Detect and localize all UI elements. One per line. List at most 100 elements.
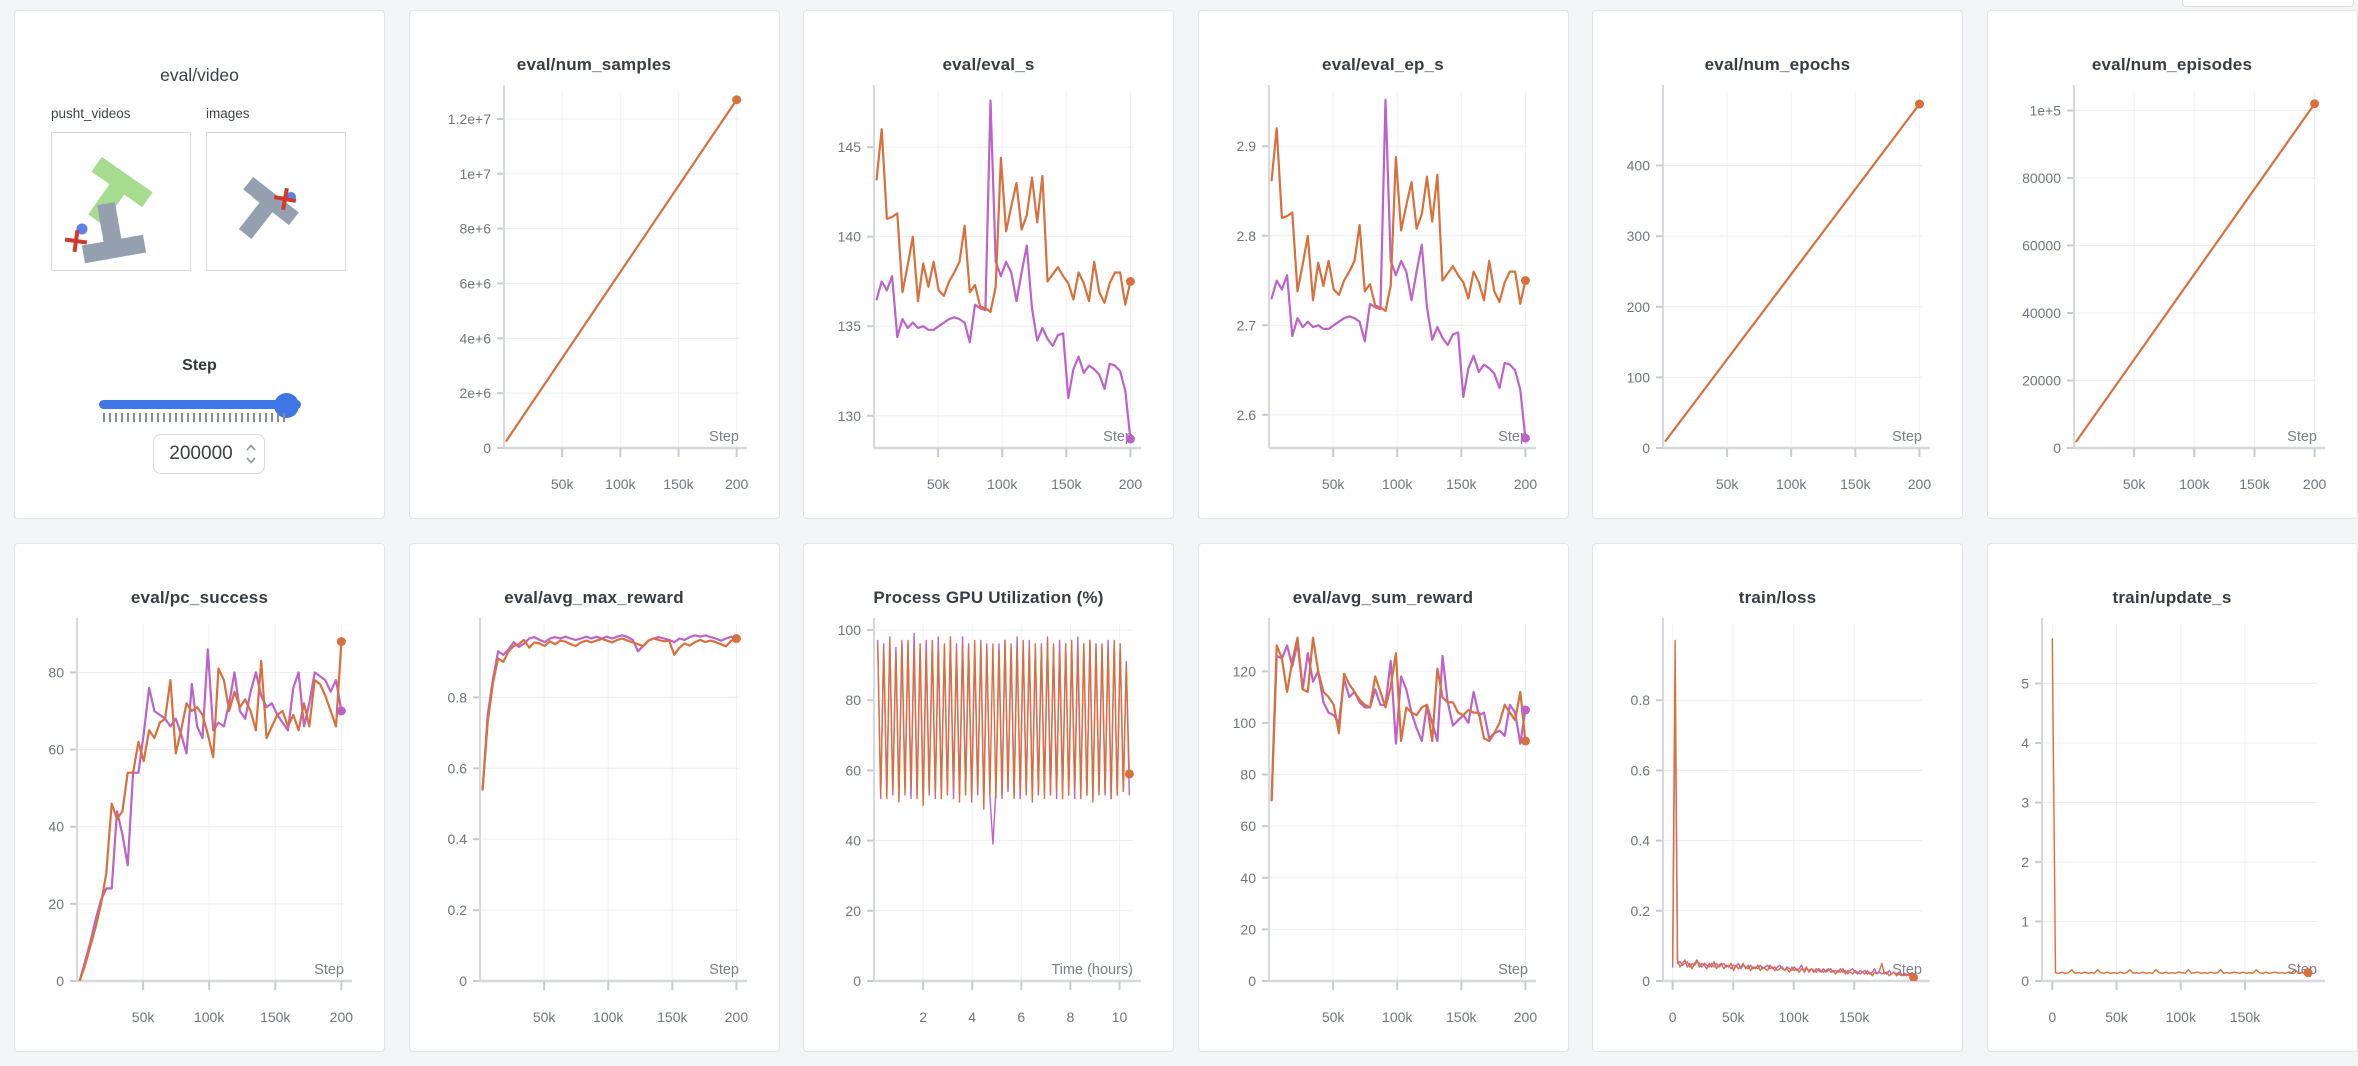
target-cross-icon bbox=[273, 187, 297, 211]
step-slider[interactable] bbox=[99, 400, 301, 409]
svg-text:200: 200 bbox=[330, 1009, 354, 1025]
chart-canvas-train-update-s[interactable]: 0 1 2 3 4 5 0 50k 100k 150k Step bbox=[1988, 544, 2357, 1051]
svg-text:135: 135 bbox=[838, 318, 862, 334]
chart-canvas-eval-avg-max-reward[interactable]: 0 0.2 0.4 0.6 0.8 50k 100k 150k 200 Step bbox=[410, 544, 779, 1051]
video-panel-title: eval/video bbox=[160, 65, 239, 85]
svg-text:200: 200 bbox=[1119, 476, 1143, 492]
gray-t-block bbox=[81, 202, 147, 264]
chart-title: train/update_s bbox=[2112, 588, 2232, 607]
svg-text:200: 200 bbox=[724, 476, 748, 492]
svg-text:0.2: 0.2 bbox=[1631, 903, 1651, 919]
svg-text:6e+6: 6e+6 bbox=[459, 275, 491, 291]
svg-text:50k: 50k bbox=[550, 476, 574, 492]
svg-text:20: 20 bbox=[845, 903, 861, 919]
panel-eval-eval-s: 130 135 140 145 50k 100k 150k 200 Step eval/eval… bbox=[803, 10, 1174, 519]
svg-text:2.9: 2.9 bbox=[1236, 138, 1256, 154]
chart-canvas-eval-avg-sum-reward[interactable]: 0 20 40 60 80 100 120 50k 100k 150k 200 Step bbox=[1199, 544, 1568, 1051]
images-frame bbox=[238, 176, 299, 240]
svg-text:150k: 150k bbox=[2239, 476, 2270, 492]
svg-text:200: 200 bbox=[1513, 1009, 1537, 1025]
svg-text:0.8: 0.8 bbox=[1631, 692, 1651, 708]
svg-text:8: 8 bbox=[1066, 1009, 1074, 1025]
chart-canvas-eval-num-episodes[interactable]: 0 20000 40000 60000 80000 1e+5 50k 100k 150k 200 S… bbox=[1988, 11, 2357, 518]
svg-text:Step: Step bbox=[1103, 429, 1133, 445]
svg-text:50k: 50k bbox=[1716, 476, 1740, 492]
media-thumbnail-images[interactable] bbox=[206, 132, 346, 271]
target-cross-icon bbox=[64, 229, 88, 253]
svg-text:80000: 80000 bbox=[2022, 170, 2061, 186]
svg-text:50k: 50k bbox=[927, 476, 951, 492]
chart-canvas-process-gpu-utilization[interactable]: 0 20 40 60 80 100 2 4 6 8 10 Time (hours) bbox=[804, 544, 1173, 1051]
svg-text:0.2: 0.2 bbox=[447, 902, 467, 918]
svg-text:200: 200 bbox=[2302, 476, 2326, 492]
svg-text:0.4: 0.4 bbox=[1631, 833, 1651, 849]
chevron-down-icon[interactable] bbox=[246, 457, 256, 464]
svg-text:0.4: 0.4 bbox=[447, 831, 467, 847]
step-input[interactable] bbox=[153, 434, 265, 474]
svg-text:4e+6: 4e+6 bbox=[459, 330, 491, 346]
stepper-icons[interactable] bbox=[246, 443, 256, 465]
svg-text:2: 2 bbox=[2021, 854, 2029, 870]
svg-text:2.8: 2.8 bbox=[1236, 228, 1256, 244]
svg-text:145: 145 bbox=[838, 139, 862, 155]
panel-eval-num-samples: 0 2e+6 4e+6 6e+6 8e+6 1e+7 1.2e+7 50k 100k 150k 20… bbox=[408, 10, 780, 519]
svg-text:Step: Step bbox=[1498, 429, 1528, 445]
svg-text:150k: 150k bbox=[663, 476, 694, 492]
svg-text:0: 0 bbox=[483, 440, 491, 456]
svg-text:Step: Step bbox=[1498, 962, 1528, 978]
svg-text:150k: 150k bbox=[1839, 1009, 1870, 1025]
media-thumbnail-pusht-videos[interactable] bbox=[51, 132, 191, 271]
svg-text:0.6: 0.6 bbox=[447, 760, 467, 776]
svg-text:50k: 50k bbox=[1321, 1009, 1345, 1025]
panel-grid: eval/video pusht_videos images bbox=[14, 10, 2358, 1052]
chart-canvas-eval-num-epochs[interactable]: 0 100 200 300 400 50k 100k 150k 200 Step bbox=[1593, 11, 1962, 518]
svg-text:130: 130 bbox=[838, 408, 862, 424]
gray-t-block bbox=[238, 176, 299, 240]
svg-text:100k: 100k bbox=[593, 1009, 624, 1025]
svg-text:4: 4 bbox=[968, 1009, 976, 1025]
svg-text:200: 200 bbox=[724, 1009, 748, 1025]
panel-eval-eval-ep-s: 2.6 2.7 2.8 2.9 50k 100k 150k 200 Step eval/eval… bbox=[1197, 10, 1569, 519]
svg-text:100k: 100k bbox=[2165, 1009, 2196, 1025]
panel-eval-pc-success: 0 20 40 60 80 50k 100k 150k 200 Step eval/pc_succ… bbox=[14, 543, 385, 1052]
svg-text:100k: 100k bbox=[1382, 476, 1413, 492]
chart-canvas-eval-eval-s[interactable]: 130 135 140 145 50k 100k 150k 200 Step bbox=[804, 11, 1173, 518]
svg-text:40: 40 bbox=[48, 819, 64, 835]
svg-text:5: 5 bbox=[2021, 676, 2029, 692]
svg-text:50k: 50k bbox=[1722, 1009, 1746, 1025]
chart-title: eval/num_episodes bbox=[2091, 55, 2253, 74]
svg-text:150k: 150k bbox=[1446, 476, 1477, 492]
svg-text:0: 0 bbox=[853, 973, 861, 989]
svg-text:100: 100 bbox=[1232, 715, 1256, 731]
svg-text:Step: Step bbox=[314, 962, 344, 978]
svg-text:0: 0 bbox=[1669, 1009, 1677, 1025]
svg-text:6: 6 bbox=[1017, 1009, 1025, 1025]
chart-canvas-eval-num-samples[interactable]: 0 2e+6 4e+6 6e+6 8e+6 1e+7 1.2e+7 50k 100k 150k 20… bbox=[410, 11, 779, 518]
svg-text:50k: 50k bbox=[532, 1009, 556, 1025]
chevron-up-icon[interactable] bbox=[246, 444, 256, 451]
svg-text:10: 10 bbox=[1112, 1009, 1128, 1025]
chart-canvas-eval-eval-ep-s[interactable]: 2.6 2.7 2.8 2.9 50k 100k 150k 200 Step bbox=[1199, 11, 1568, 518]
svg-text:200: 200 bbox=[1627, 299, 1651, 315]
svg-text:0.6: 0.6 bbox=[1631, 762, 1651, 778]
svg-text:0.8: 0.8 bbox=[447, 689, 467, 705]
pusht-video-frame bbox=[64, 156, 153, 264]
svg-text:100: 100 bbox=[838, 622, 862, 638]
svg-text:60: 60 bbox=[845, 762, 861, 778]
panel-eval-num-epochs: 0 100 200 300 400 50k 100k 150k 200 Step eval/num… bbox=[1592, 10, 1963, 519]
svg-text:50k: 50k bbox=[132, 1009, 156, 1025]
svg-text:3: 3 bbox=[2021, 795, 2029, 811]
chart-title: Process GPU Utilization (%) bbox=[873, 588, 1104, 607]
svg-text:1: 1 bbox=[2021, 914, 2029, 930]
panel-train-update-s: 0 1 2 3 4 5 0 50k 100k 150k Step train/update_s bbox=[1986, 543, 2358, 1052]
svg-text:1e+7: 1e+7 bbox=[459, 166, 491, 182]
media-label-pusht-videos: pusht_videos bbox=[51, 106, 131, 121]
chart-canvas-eval-pc-success[interactable]: 0 20 40 60 80 50k 100k 150k 200 Step bbox=[15, 544, 384, 1051]
svg-text:Step: Step bbox=[709, 962, 739, 978]
panel-process-gpu-utilization: 0 20 40 60 80 100 2 4 6 8 10 Time (hours) Process G… bbox=[803, 543, 1174, 1052]
svg-text:100k: 100k bbox=[1779, 1009, 1810, 1025]
svg-text:300: 300 bbox=[1627, 228, 1651, 244]
svg-text:0: 0 bbox=[1642, 440, 1650, 456]
svg-text:Step: Step bbox=[2287, 962, 2317, 978]
